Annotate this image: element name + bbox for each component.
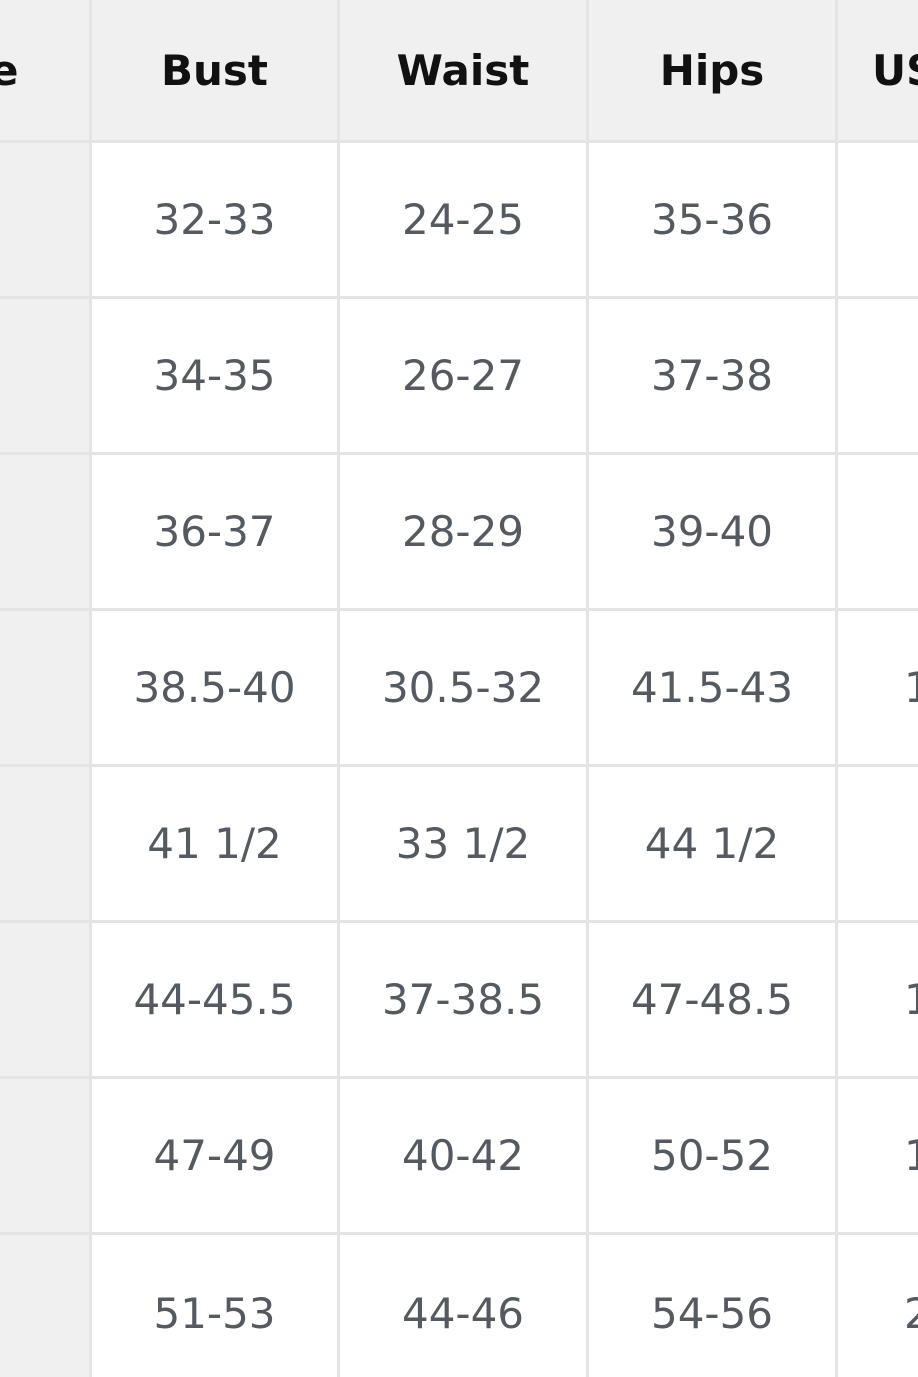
header-cell: Waist — [340, 0, 589, 143]
measure-cell: 40-42 — [340, 1079, 589, 1235]
measure-cell: 36-37 — [92, 455, 340, 611]
measure-cell: 32-33 — [92, 143, 340, 299]
measure-cell: 41 1/2 — [92, 767, 340, 923]
us-size-cell — [838, 767, 918, 923]
size-cell — [0, 923, 92, 1079]
measure-cell: 39-40 — [589, 455, 838, 611]
size-cell — [0, 767, 92, 923]
measure-cell: 37-38 — [589, 299, 838, 455]
measure-cell: 47-48.5 — [589, 923, 838, 1079]
header-cell: US — [838, 0, 918, 143]
us-size-cell — [838, 143, 918, 299]
size-cell — [0, 455, 92, 611]
measure-cell: 30.5-32 — [340, 611, 589, 767]
measure-cell: 41.5-43 — [589, 611, 838, 767]
measure-cell: 54-56 — [589, 1235, 838, 1377]
header-cell: e — [0, 0, 92, 143]
us-size-cell: 1 — [838, 611, 918, 767]
measure-cell: 24-25 — [340, 143, 589, 299]
size-cell — [0, 143, 92, 299]
measure-cell: 44-45.5 — [92, 923, 340, 1079]
measure-cell: 35-36 — [589, 143, 838, 299]
measure-cell: 38.5-40 — [92, 611, 340, 767]
measure-cell: 37-38.5 — [340, 923, 589, 1079]
measure-cell: 51-53 — [92, 1235, 340, 1377]
measure-cell: 33 1/2 — [340, 767, 589, 923]
us-size-cell: 2 — [838, 1235, 918, 1377]
measure-cell: 44-46 — [340, 1235, 589, 1377]
size-cell — [0, 1079, 92, 1235]
size-cell — [0, 1235, 92, 1377]
size-cell — [0, 299, 92, 455]
header-cell: Bust — [92, 0, 340, 143]
measure-cell: 28-29 — [340, 455, 589, 611]
us-size-cell: 1 — [838, 923, 918, 1079]
us-size-cell — [838, 299, 918, 455]
measure-cell: 47-49 — [92, 1079, 340, 1235]
measure-cell: 34-35 — [92, 299, 340, 455]
measure-cell: 50-52 — [589, 1079, 838, 1235]
us-size-cell — [838, 455, 918, 611]
measure-cell: 26-27 — [340, 299, 589, 455]
measure-cell: 44 1/2 — [589, 767, 838, 923]
size-cell — [0, 611, 92, 767]
header-cell: Hips — [589, 0, 838, 143]
us-size-cell: 1 — [838, 1079, 918, 1235]
